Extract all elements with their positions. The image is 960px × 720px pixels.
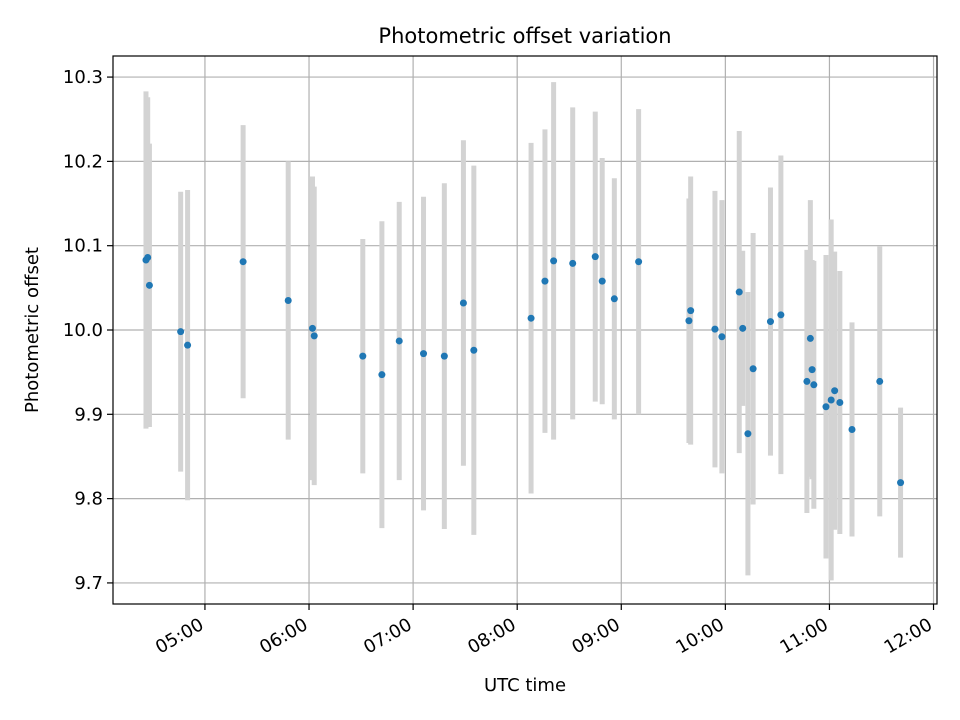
data-point [711, 326, 718, 333]
data-point [685, 317, 692, 324]
y-tick-label: 9.9 [74, 404, 103, 425]
data-point [739, 325, 746, 332]
y-axis-ticks: 9.7 9.8 9.9 10.0 10.1 10.2 10.3 [63, 67, 113, 594]
data-point [822, 403, 829, 410]
data-points [142, 253, 904, 486]
data-point [777, 311, 784, 318]
data-point [528, 315, 535, 322]
data-point [240, 258, 247, 265]
x-tick-label: 09:00 [568, 614, 623, 658]
data-point [635, 258, 642, 265]
x-tick-label: 07:00 [360, 614, 415, 658]
y-axis-title: Photometric offset [22, 247, 43, 413]
x-tick-label: 06:00 [256, 614, 311, 658]
x-axis-title: UTC time [484, 675, 566, 696]
x-tick-label: 08:00 [464, 614, 519, 658]
data-point [441, 353, 448, 360]
data-point [876, 378, 883, 385]
data-point [569, 260, 576, 267]
data-point [807, 335, 814, 342]
data-point [718, 333, 725, 340]
y-tick-label: 10.3 [63, 67, 103, 88]
data-point [285, 297, 292, 304]
data-point [687, 307, 694, 314]
data-point [736, 289, 743, 296]
data-point [177, 328, 184, 335]
chart: 05:00 06:00 07:00 08:00 09:00 10:00 11:00 12:00… [0, 0, 960, 720]
data-point [460, 300, 467, 307]
data-point [146, 282, 153, 289]
x-tick-label: 05:00 [152, 614, 207, 658]
y-tick-label: 10.1 [63, 236, 103, 257]
data-point [311, 332, 318, 339]
y-tick-label: 9.7 [74, 573, 103, 594]
data-point [611, 295, 618, 302]
chart-title: Photometric offset variation [378, 24, 671, 48]
data-point [592, 253, 599, 260]
data-point [420, 350, 427, 357]
y-tick-label: 9.8 [74, 489, 103, 510]
data-point [550, 257, 557, 264]
data-point [309, 325, 316, 332]
data-point [803, 378, 810, 385]
data-point [848, 426, 855, 433]
data-point [836, 399, 843, 406]
data-point [744, 430, 751, 437]
data-point [767, 318, 774, 325]
x-tick-label: 12:00 [881, 614, 936, 658]
data-point [396, 337, 403, 344]
x-tick-label: 11:00 [777, 614, 832, 658]
data-point [897, 479, 904, 486]
data-point [378, 371, 385, 378]
data-point [750, 365, 757, 372]
x-tick-label: 10:00 [672, 614, 727, 658]
data-point [359, 353, 366, 360]
y-tick-label: 10.2 [63, 151, 103, 172]
error-bars [146, 82, 901, 580]
data-point [831, 387, 838, 394]
data-point [541, 278, 548, 285]
data-point [828, 396, 835, 403]
data-point [810, 381, 817, 388]
data-point [470, 347, 477, 354]
x-axis-ticks: 05:00 06:00 07:00 08:00 09:00 10:00 11:00 12:00 [152, 604, 936, 658]
data-point [144, 254, 151, 261]
data-point [809, 366, 816, 373]
y-tick-label: 10.0 [63, 320, 103, 341]
data-point [599, 278, 606, 285]
data-point [184, 342, 191, 349]
